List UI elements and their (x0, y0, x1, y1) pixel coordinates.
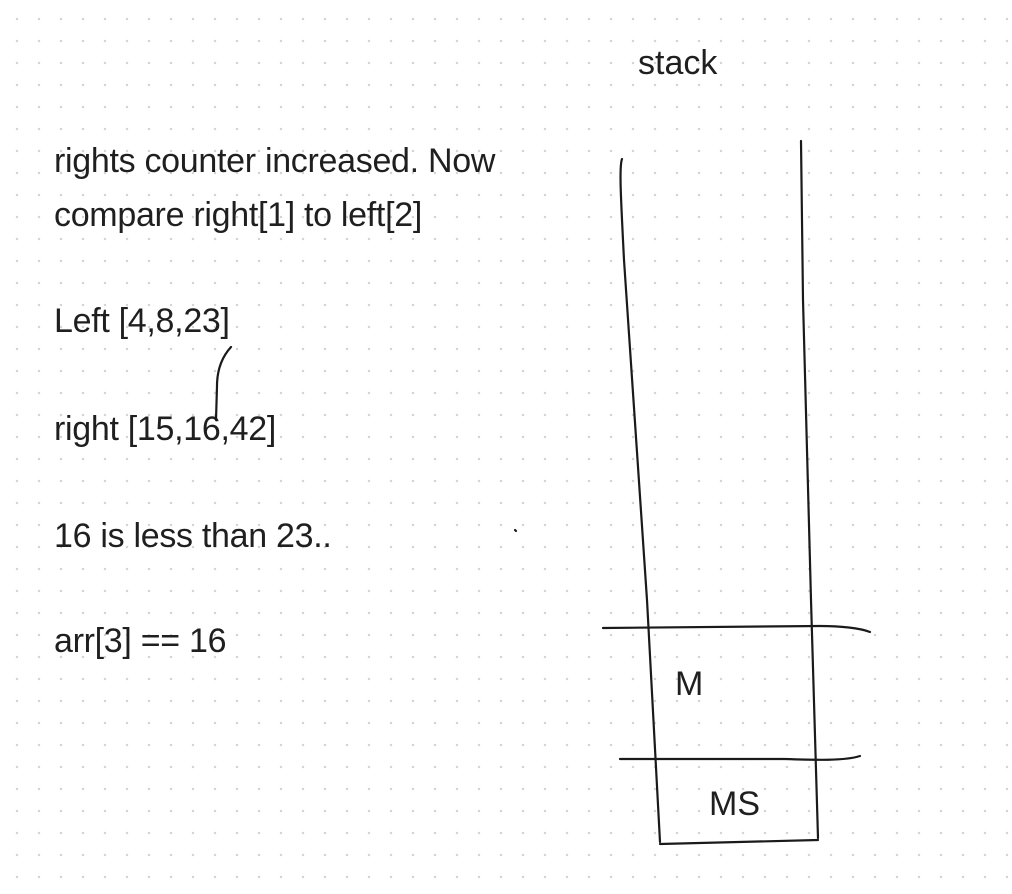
stack-cell-ms: MS (709, 785, 760, 823)
stack-divider-lower (618, 754, 862, 761)
note-right-array: right [15,16,42] (54, 410, 277, 448)
connector-stroke (214, 345, 233, 422)
note-line-compare: compare right[1] to left[2] (54, 196, 422, 234)
note-assignment: arr[3] == 16 (54, 622, 227, 660)
stack-divider-upper (601, 624, 872, 634)
stack-title: stack (638, 44, 718, 82)
stack-right-wall (799, 139, 820, 840)
stray-dot (513, 528, 518, 533)
note-explanation: rights counter increased. Now compare ri… (54, 134, 495, 242)
note-comparison: 16 is less than 23.. (54, 517, 332, 555)
note-line-counter: rights counter increased. Now (54, 142, 496, 180)
stack-left-wall (619, 157, 662, 844)
stack-cell-m: M (675, 665, 704, 703)
stack-bottom-edge (658, 838, 820, 846)
note-left-array: Left [4,8,23] (54, 302, 230, 340)
